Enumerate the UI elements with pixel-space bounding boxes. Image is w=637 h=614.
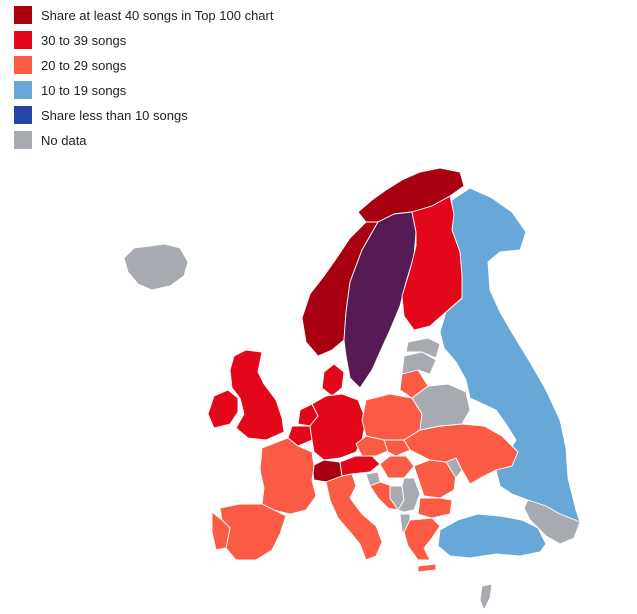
country-ireland <box>207 389 239 429</box>
country-cyprus <box>479 583 493 611</box>
country-germany <box>309 393 367 461</box>
legend-item-40plus: Share at least 40 songs in Top 100 chart <box>14 6 273 24</box>
legend-label-40plus: Share at least 40 songs in Top 100 chart <box>41 7 274 23</box>
country-turkey <box>437 513 547 559</box>
legend-item-10to19: 10 to 19 songs <box>14 81 273 99</box>
country-slovakia <box>383 439 411 457</box>
country-portugal <box>211 511 231 551</box>
legend-label-30to39: 30 to 39 songs <box>41 32 127 48</box>
country-italy <box>325 473 383 561</box>
country-iceland <box>123 243 189 291</box>
legend-item-20to29: 20 to 29 songs <box>14 56 273 74</box>
country-caucasus <box>523 499 581 545</box>
country-serbia <box>397 477 421 513</box>
legend-label-10to19: 10 to 19 songs <box>41 82 127 98</box>
legend-item-under10: Share less than 10 songs <box>14 106 273 124</box>
country-france <box>259 437 317 515</box>
legend-item-30to39: 30 to 39 songs <box>14 31 273 49</box>
legend-label-20to29: 20 to 29 songs <box>41 57 127 73</box>
country-belarus <box>411 383 471 431</box>
country-estonia <box>405 337 441 359</box>
country-ukraine <box>403 423 519 485</box>
legend-swatch-nodata <box>14 131 32 149</box>
country-denmark <box>321 363 345 397</box>
country-uk <box>229 349 285 441</box>
legend-swatch-30to39 <box>14 31 32 49</box>
country-finland <box>401 195 463 331</box>
legend-swatch-20to29 <box>14 56 32 74</box>
country-crete <box>417 563 437 573</box>
legend-item-nodata: No data <box>14 131 273 149</box>
country-spain <box>219 503 287 561</box>
map-legend: Share at least 40 songs in Top 100 chart… <box>14 6 273 149</box>
country-greece <box>403 517 441 561</box>
country-belgium <box>287 425 313 447</box>
legend-swatch-10to19 <box>14 81 32 99</box>
legend-label-under10: Share less than 10 songs <box>41 107 188 123</box>
legend-swatch-under10 <box>14 106 32 124</box>
legend-swatch-40plus <box>14 6 32 24</box>
legend-label-nodata: No data <box>41 132 87 148</box>
country-bulgaria <box>417 497 453 519</box>
country-poland <box>361 393 423 441</box>
country-hungary <box>379 455 415 479</box>
